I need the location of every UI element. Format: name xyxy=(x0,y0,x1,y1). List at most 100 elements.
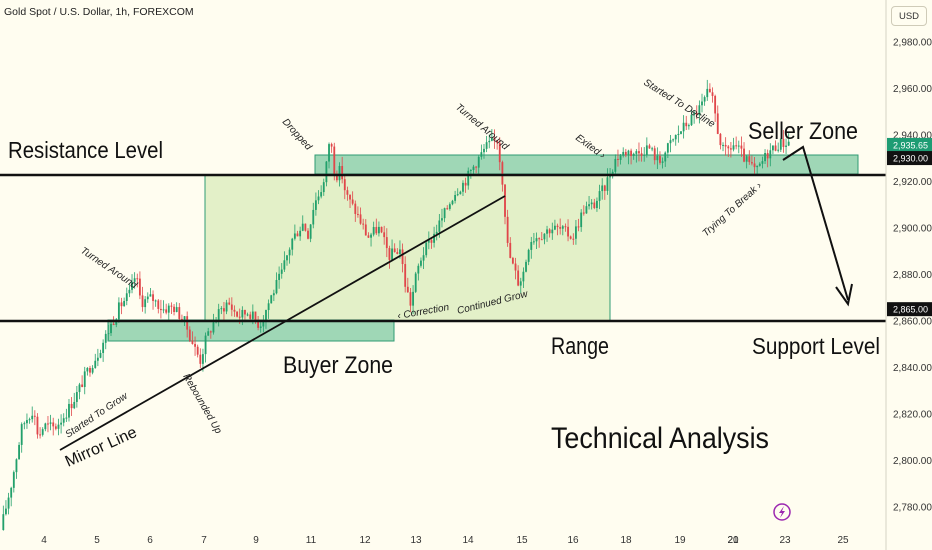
candle-body xyxy=(249,314,252,319)
candle-body xyxy=(498,142,501,163)
candle-body xyxy=(598,191,601,201)
candle-body xyxy=(743,148,745,162)
candle-body xyxy=(472,166,475,171)
candle-body xyxy=(133,278,136,282)
candle-body xyxy=(207,331,210,336)
resistance-label: Resistance Level xyxy=(8,137,163,163)
candle-body xyxy=(136,278,139,280)
candle-body xyxy=(49,422,52,424)
candle-body xyxy=(131,281,133,290)
candle-body xyxy=(758,163,761,166)
candle-body xyxy=(543,233,546,240)
candle-body xyxy=(320,192,323,197)
candle-body xyxy=(627,150,630,156)
candle-body xyxy=(149,294,152,297)
candle-body xyxy=(20,424,23,445)
candle-body xyxy=(94,360,97,368)
candle-body xyxy=(362,223,365,225)
candle-body xyxy=(102,342,105,353)
candle-body xyxy=(225,302,228,312)
candle-body xyxy=(154,300,157,302)
candle-body xyxy=(567,226,569,237)
candle-body xyxy=(199,354,202,364)
price-label-bg xyxy=(887,137,932,152)
candle-body xyxy=(422,255,425,261)
candle-body xyxy=(293,233,296,239)
candle-body xyxy=(475,166,478,168)
candle-body xyxy=(378,226,380,234)
candle-body xyxy=(582,212,585,214)
y-tick-label: 2,800.00 xyxy=(893,456,932,467)
price-label: 2,930.00 xyxy=(893,154,928,164)
candle-body xyxy=(351,199,354,204)
range-zone xyxy=(204,174,611,322)
candle-body xyxy=(244,309,246,315)
candle-body xyxy=(517,270,520,286)
candle-body xyxy=(96,357,99,361)
candle-body xyxy=(614,158,617,172)
candle-body xyxy=(467,170,470,186)
y-tick-label: 2,860.00 xyxy=(893,316,932,327)
candle-body xyxy=(680,131,682,134)
candle-body xyxy=(296,233,299,237)
candle-body xyxy=(661,161,664,163)
candle-body xyxy=(54,426,57,429)
candle-body xyxy=(236,311,239,317)
candle-body xyxy=(299,230,302,237)
candle-body xyxy=(380,226,383,233)
candle-body xyxy=(343,179,346,191)
candle-body xyxy=(496,140,499,143)
candle-body xyxy=(443,208,446,219)
trying-to-break-label: Trying To Break › xyxy=(701,180,765,239)
candle-body xyxy=(2,514,5,530)
candle-body xyxy=(711,92,714,96)
currency-button[interactable]: USD xyxy=(891,6,927,26)
candle-body xyxy=(464,182,467,186)
lightning-badge[interactable] xyxy=(773,503,791,521)
candle-body xyxy=(338,165,341,181)
candle-body xyxy=(506,216,509,243)
candle-body xyxy=(480,152,483,157)
buyer-zone-label: Buyer Zone xyxy=(283,352,393,379)
price-axis: 2,780.00 2,800.00 2,820.00 2,840.00 2,860.00… xyxy=(885,0,932,550)
candle-body xyxy=(104,333,107,343)
candle-body xyxy=(270,295,273,304)
candle-body xyxy=(708,88,711,93)
candle-body xyxy=(73,401,76,409)
seller-zone-arrow xyxy=(782,145,849,301)
candle-body xyxy=(220,308,223,310)
candle-body xyxy=(559,227,562,229)
candle-body xyxy=(469,170,472,172)
candle-body xyxy=(75,392,78,402)
technical-analysis-label: Technical Analysis xyxy=(551,422,769,455)
candle-body xyxy=(246,314,249,316)
candle-body xyxy=(191,340,194,344)
candle-body xyxy=(672,139,675,141)
candle-body xyxy=(764,153,766,162)
candle-body xyxy=(622,151,625,156)
candle-body xyxy=(719,133,722,146)
candle-body xyxy=(178,307,181,319)
candle-body xyxy=(33,415,36,417)
candle-body xyxy=(217,309,220,320)
arrow-head-icon xyxy=(835,283,853,307)
candle-body xyxy=(364,224,367,236)
candle-body xyxy=(257,320,260,328)
candle-body xyxy=(233,309,236,312)
candle-body xyxy=(349,194,351,200)
candle-body xyxy=(12,472,15,488)
x-tick-label: 20 xyxy=(727,535,739,546)
turned-around-label-2: Turned Around xyxy=(453,102,511,153)
candle-body xyxy=(609,176,611,178)
candle-body xyxy=(561,226,564,229)
lightning-icon xyxy=(779,506,785,518)
candle-body xyxy=(420,260,422,266)
candle-body xyxy=(112,323,115,325)
candle-body xyxy=(462,182,464,192)
candle-body xyxy=(648,145,651,149)
x-tick-label: 12 xyxy=(359,535,371,546)
candle-body xyxy=(91,367,94,373)
candle-body xyxy=(769,150,772,159)
x-tick-label: 13 xyxy=(410,535,422,546)
